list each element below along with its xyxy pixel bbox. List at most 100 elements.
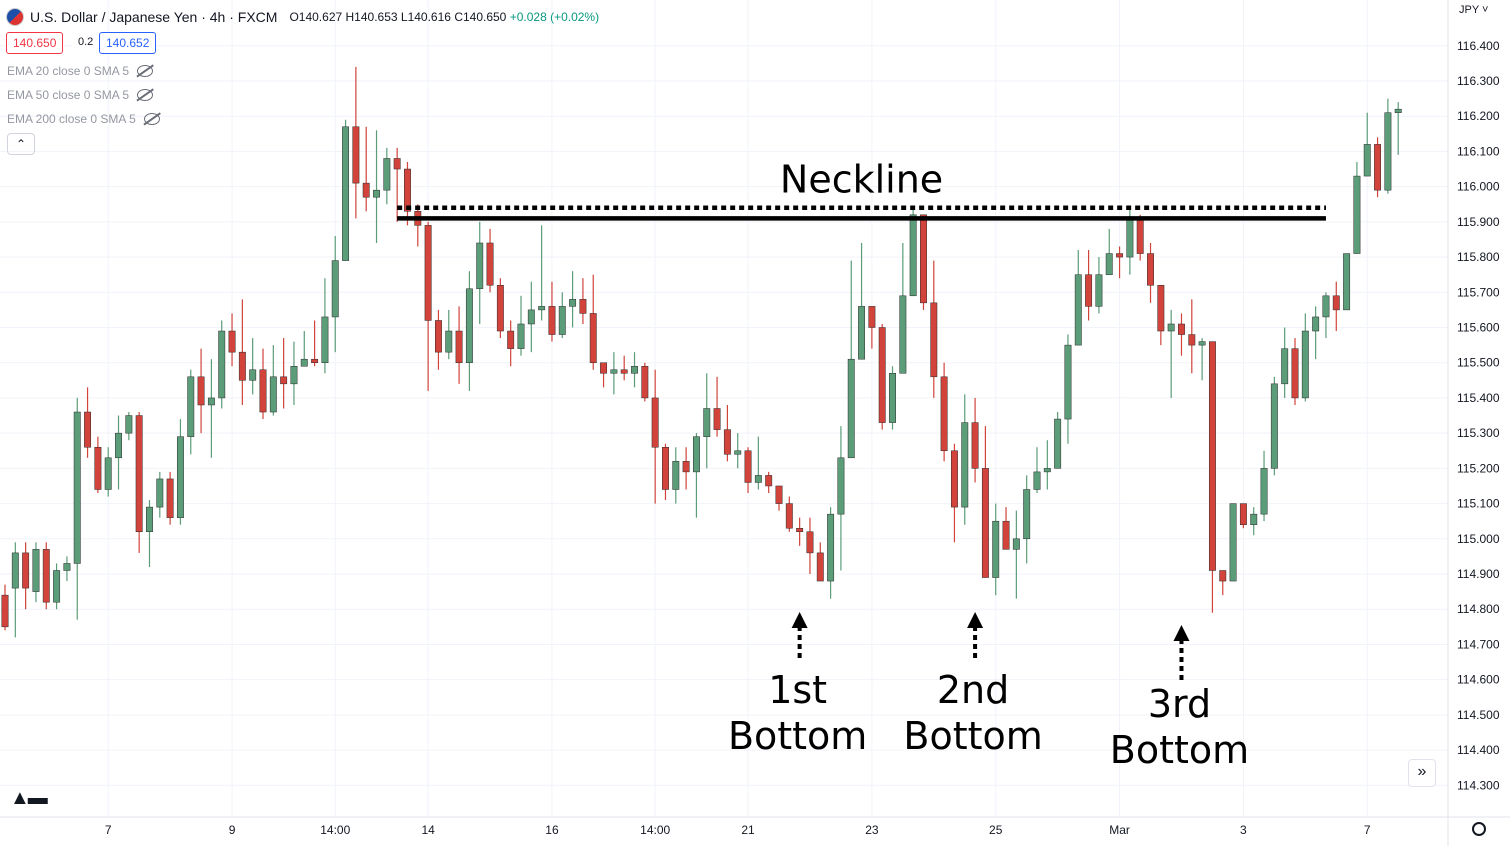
candle-body xyxy=(1332,295,1340,311)
candle-body xyxy=(517,323,525,349)
candle-body xyxy=(1002,520,1010,550)
candle-body xyxy=(734,450,742,455)
eye-hidden-icon[interactable] xyxy=(137,89,154,101)
indicator-label: EMA 20 close 0 SMA 5 xyxy=(7,64,130,78)
candle-body xyxy=(465,288,473,363)
candle-body xyxy=(961,422,969,508)
candle-body xyxy=(868,306,876,328)
bottom-label-ordinal: 2nd xyxy=(937,668,1009,712)
candle-body xyxy=(589,313,597,363)
candle-body xyxy=(909,214,917,297)
candle-body xyxy=(1043,468,1051,473)
candle-body xyxy=(1023,489,1031,540)
indicator-ema-20[interactable]: EMA 20 close 0 SMA 5 xyxy=(7,64,154,78)
candle-body xyxy=(42,549,50,603)
candle-body xyxy=(11,552,19,589)
candle-body xyxy=(816,552,824,582)
candle-body xyxy=(476,242,484,290)
candle-body xyxy=(1198,341,1206,346)
eye-hidden-icon[interactable] xyxy=(137,65,154,77)
candle-body xyxy=(1374,144,1382,191)
candle-body xyxy=(455,330,463,363)
bottom-label-ordinal: 3rd xyxy=(1148,682,1211,726)
candle-body xyxy=(53,570,61,603)
candle-body xyxy=(22,552,30,589)
candle-body xyxy=(1219,570,1227,582)
candle-body xyxy=(290,365,298,385)
symbol-title[interactable]: U.S. Dollar / Japanese Yen · 4h · FXCM xyxy=(30,9,278,25)
candle-body xyxy=(373,189,380,198)
candle-body xyxy=(713,408,721,430)
bottom-arrow-head xyxy=(791,612,808,628)
eye-hidden-icon[interactable] xyxy=(143,113,160,125)
indicator-ema-200[interactable]: EMA 200 close 0 SMA 5 xyxy=(7,112,160,126)
symbol-header: U.S. Dollar / Japanese Yen · 4h · FXCM O… xyxy=(6,8,599,26)
candle-body xyxy=(1250,513,1258,525)
candle-body xyxy=(579,299,587,314)
time-tick-label: 14:00 xyxy=(320,823,350,837)
candle-body xyxy=(940,376,948,452)
neckline-label: Neckline xyxy=(780,157,943,201)
price-tick-label: 114.300 xyxy=(1457,778,1500,792)
candle-body xyxy=(651,397,659,448)
indicator-ema-50[interactable]: EMA 50 close 0 SMA 5 xyxy=(7,88,154,102)
time-tick-label: Mar xyxy=(1109,823,1130,837)
candle-body xyxy=(1301,330,1309,399)
candle-body xyxy=(538,306,546,311)
candle-body xyxy=(1322,295,1330,318)
sell-price-button[interactable]: 140.650 xyxy=(6,32,64,54)
candle-body xyxy=(115,432,122,459)
buy-price-button[interactable]: 140.652 xyxy=(99,32,157,54)
candle-body xyxy=(744,450,752,483)
candle-body xyxy=(692,436,700,473)
candle-body xyxy=(1074,274,1082,346)
candle-body xyxy=(1312,316,1320,332)
candle-body xyxy=(641,365,649,399)
change-value: +0.028 (+0.02%) xyxy=(509,10,600,24)
candle-body xyxy=(1260,468,1268,515)
candle-body xyxy=(197,376,205,406)
price-tick-label: 114.600 xyxy=(1457,673,1500,687)
currency-selector[interactable]: JPY ˅ xyxy=(1459,4,1489,16)
candle-body xyxy=(703,408,711,437)
chevron-up-icon[interactable]: ⌃ xyxy=(7,133,35,155)
candle-body xyxy=(527,309,535,325)
candle-body xyxy=(920,214,927,304)
time-tick-label: 25 xyxy=(989,823,1003,837)
candle-body xyxy=(1167,323,1175,332)
candle-body xyxy=(486,242,494,286)
candle-body xyxy=(1126,218,1134,258)
price-tick-label: 116.300 xyxy=(1457,74,1500,88)
scroll-to-realtime-icon[interactable]: » xyxy=(1408,759,1436,787)
candle-body xyxy=(434,320,442,353)
price-tick-label: 116.000 xyxy=(1457,180,1500,194)
price-tick-label: 115.500 xyxy=(1457,356,1500,370)
candle-body xyxy=(1281,348,1289,385)
candle-body xyxy=(723,429,731,455)
candle-body xyxy=(1188,334,1196,346)
candle-body xyxy=(362,182,370,198)
time-tick-label: 16 xyxy=(545,823,559,837)
candle-body xyxy=(569,299,577,307)
candle-body xyxy=(1105,253,1113,275)
bottom-label-word: Bottom xyxy=(1110,728,1249,772)
candle-body xyxy=(507,330,515,349)
candle-body xyxy=(662,446,669,490)
candle-body xyxy=(125,415,133,434)
candle-body xyxy=(1136,218,1144,254)
time-tick-label: 21 xyxy=(741,823,755,837)
price-tick-label: 114.800 xyxy=(1457,602,1500,616)
candle-body xyxy=(1012,538,1020,550)
candle-body xyxy=(672,461,680,490)
candle-body xyxy=(228,330,236,353)
price-tick-label: 116.400 xyxy=(1457,39,1500,53)
candle-body xyxy=(1384,112,1392,191)
candle-body xyxy=(682,461,690,473)
candle-body xyxy=(858,306,866,360)
gear-icon[interactable] xyxy=(1472,822,1486,836)
candle-body xyxy=(404,168,411,212)
time-tick-label: 14:00 xyxy=(640,823,670,837)
low-value: L140.616 xyxy=(400,10,451,24)
indicator-label: EMA 200 close 0 SMA 5 xyxy=(7,112,136,126)
